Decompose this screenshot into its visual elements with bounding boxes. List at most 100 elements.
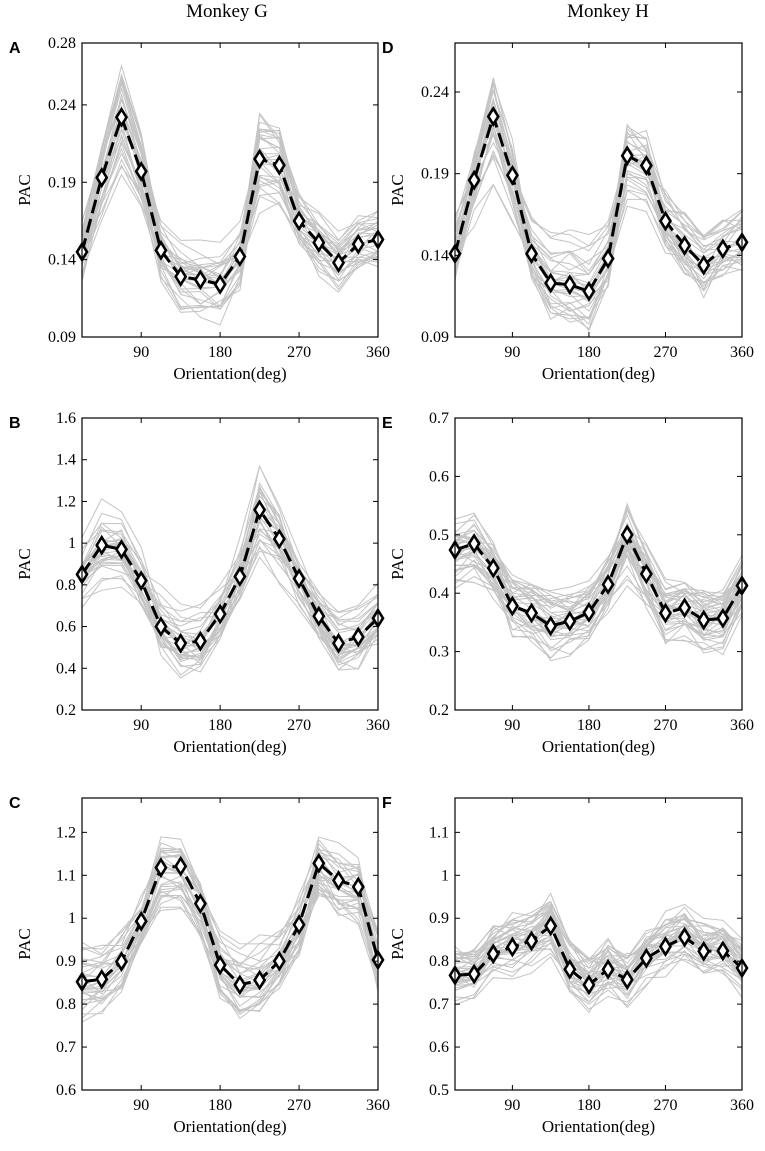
y-tick-label: 1.1 xyxy=(56,867,76,884)
y-tick-label: 0.14 xyxy=(48,252,76,269)
mean-marker xyxy=(272,154,286,176)
x-axis-label: Orientation(deg) xyxy=(542,364,655,383)
individual-trace xyxy=(455,80,742,294)
mean-marker xyxy=(486,106,500,127)
y-tick-label: 0.7 xyxy=(429,410,449,427)
individual-trace xyxy=(82,851,378,990)
x-tick-label: 180 xyxy=(577,717,601,734)
individual-trace xyxy=(455,156,742,303)
y-tick-label: 0.28 xyxy=(48,35,76,52)
mean-marker xyxy=(582,280,596,302)
y-axis-label: PAC xyxy=(388,174,407,206)
y-tick-label: 0.24 xyxy=(421,84,449,101)
mean-line-b xyxy=(82,506,378,646)
x-tick-label: 270 xyxy=(653,717,677,734)
panel-letter-f: F xyxy=(382,795,392,812)
individual-trace xyxy=(82,887,378,1001)
mean-marker xyxy=(544,615,558,637)
mean-marker xyxy=(563,610,577,632)
x-axis-label: Orientation(deg) xyxy=(542,737,655,756)
x-tick-label: 270 xyxy=(653,1097,677,1114)
mean-marker xyxy=(174,855,188,877)
x-tick-label: 270 xyxy=(287,717,311,734)
mean-marker xyxy=(193,893,207,915)
y-tick-label: 0.6 xyxy=(56,619,76,636)
y-tick-label: 0.09 xyxy=(421,329,449,346)
x-axis-label: Orientation(deg) xyxy=(173,1117,286,1136)
individual-trace xyxy=(82,556,378,658)
mean-marker xyxy=(582,974,596,996)
x-tick-label: 180 xyxy=(208,1097,232,1114)
x-tick-label: 360 xyxy=(730,1097,754,1114)
panel-d: D 90 180 270 360 0.09 0.14 0.19 0.24 Orientation(… xyxy=(382,40,754,383)
x-tick-label: 360 xyxy=(366,1097,390,1114)
individual-trace xyxy=(82,81,378,305)
mean-marker xyxy=(563,958,577,980)
individual-trace xyxy=(455,84,742,318)
mean-marker xyxy=(658,602,672,624)
individual-trace xyxy=(455,538,742,608)
mean-marker xyxy=(351,876,365,898)
mean-marker xyxy=(678,597,692,619)
mean-marker xyxy=(213,954,227,976)
individual-traces-e xyxy=(455,502,742,662)
individual-trace xyxy=(455,132,742,275)
mean-marker xyxy=(114,951,128,973)
mean-marker xyxy=(658,936,672,958)
mean-marker xyxy=(351,233,365,255)
y-tick-label: 0.09 xyxy=(48,329,76,346)
x-tick-label: 180 xyxy=(208,717,232,734)
individual-trace xyxy=(455,546,742,659)
individual-trace xyxy=(82,539,378,619)
individual-trace xyxy=(82,875,378,998)
mean-marker xyxy=(272,528,286,550)
individual-trace xyxy=(82,486,378,650)
mean-marker xyxy=(154,857,168,879)
individual-trace xyxy=(455,150,742,294)
individual-trace xyxy=(455,153,742,254)
individual-trace xyxy=(82,99,378,275)
individual-trace xyxy=(455,934,742,990)
y-tick-label: 1 xyxy=(68,535,76,552)
y-tick-label: 1.2 xyxy=(56,824,76,841)
x-tick-label: 180 xyxy=(577,344,601,361)
individual-trace xyxy=(455,546,742,662)
individual-trace xyxy=(455,141,742,238)
y-tick-label: 1.1 xyxy=(429,824,449,841)
mean-marker xyxy=(620,145,634,167)
panel-letter-c: C xyxy=(9,795,21,812)
individual-traces-b xyxy=(82,464,378,679)
individual-trace xyxy=(455,88,742,271)
mean-marker xyxy=(114,538,128,560)
individual-trace xyxy=(455,936,742,1014)
mean-line-a xyxy=(82,112,378,287)
mean-marker xyxy=(544,272,558,294)
plot-frame-e xyxy=(454,417,743,711)
y-tick-label: 1 xyxy=(68,910,76,927)
mean-marker xyxy=(505,936,519,958)
mean-marker xyxy=(292,210,306,232)
individual-trace xyxy=(82,481,378,679)
panel-c: C 90 180 270 360 0.6 0.7 0.8 0.9 1 1.1 1.2 Orientati… xyxy=(9,795,390,1136)
mean-marker xyxy=(697,254,711,276)
individual-trace xyxy=(455,100,742,323)
individual-trace xyxy=(455,943,742,985)
y-axis-label: PAC xyxy=(15,174,34,206)
plot-frame-b xyxy=(81,417,379,711)
mean-marker xyxy=(95,167,109,189)
individual-trace xyxy=(82,490,378,661)
mean-marker xyxy=(253,969,267,991)
individual-trace xyxy=(82,152,378,270)
panel-b: B 90 180 270 360 0.2 0.4 0.6 0.8 1 1.2 1.4 1.6 Orient… xyxy=(9,410,390,756)
y-tick-label: 0.4 xyxy=(429,585,449,602)
mean-marker xyxy=(292,914,306,936)
mean-marker xyxy=(716,238,730,260)
y-tick-label: 0.9 xyxy=(56,953,76,970)
individual-trace xyxy=(455,546,742,620)
mean-marker xyxy=(233,246,247,267)
plot-frame-d xyxy=(454,42,743,338)
individual-trace xyxy=(455,953,742,1007)
mean-marker xyxy=(678,235,692,256)
individual-trace xyxy=(455,578,742,641)
mean-marker xyxy=(658,210,672,232)
